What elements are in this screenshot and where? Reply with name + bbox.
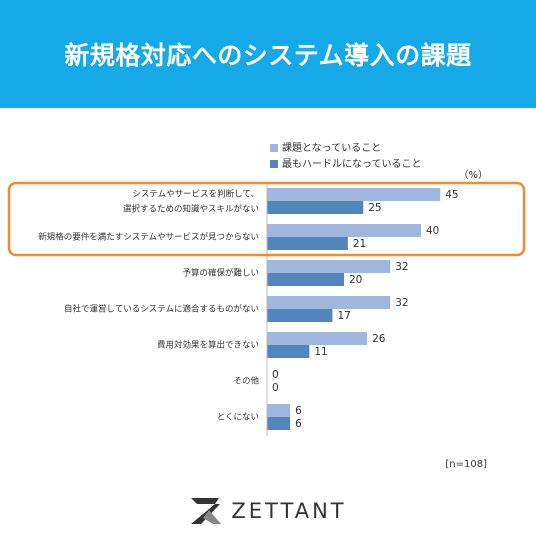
data-label: 20	[349, 274, 362, 286]
page-title: 新規格対応へのシステム導入の課題	[64, 41, 472, 70]
zettant-logo-icon	[191, 498, 222, 524]
bar	[267, 345, 310, 358]
header-banner: 新規格対応へのシステム導入の課題	[0, 0, 536, 108]
category-label: とくにない	[217, 413, 259, 423]
bar	[267, 404, 291, 417]
unit-label: （%）	[458, 169, 488, 181]
data-label: 17	[337, 310, 350, 322]
bar	[267, 417, 291, 430]
bar	[267, 201, 364, 214]
sample-size-label: [n=108]	[445, 459, 487, 470]
bar	[267, 332, 368, 345]
legend-label: 最もハードルになっていること	[282, 158, 422, 170]
legend-swatch	[270, 160, 278, 168]
data-label: 32	[395, 297, 408, 309]
bar	[267, 224, 421, 237]
bar	[267, 237, 348, 250]
bar	[267, 296, 391, 309]
brand-logo: ZETTANT	[0, 494, 536, 528]
category-label: その他	[233, 376, 259, 387]
data-label: 11	[314, 346, 327, 358]
legend-swatch	[270, 144, 278, 152]
data-label: 6	[295, 405, 302, 417]
category-label: 新規格の要件を満たすシステムやサービスが見つからない	[38, 232, 259, 243]
bar	[267, 188, 441, 201]
data-label: 45	[445, 189, 458, 201]
data-label: 21	[353, 238, 366, 250]
chart-panel: 課題となっていること最もハードルになっていること （%） 45 25 システムやサービス…	[0, 108, 536, 536]
category-label: システムやサービスを判断して、	[132, 189, 259, 200]
data-label: 0	[272, 382, 279, 394]
data-label: 6	[295, 418, 302, 430]
highlight-box	[7, 181, 526, 257]
data-label: 0	[272, 369, 279, 381]
category-label: 選択するための知識やスキルがない	[123, 204, 259, 215]
bar	[267, 273, 344, 286]
data-label: 40	[426, 225, 439, 237]
data-label: 25	[368, 202, 381, 214]
data-label: 26	[372, 333, 386, 345]
bar	[267, 260, 391, 273]
brand-name: ZETTANT	[231, 499, 347, 523]
category-label: 予算の確保が難しい	[182, 268, 259, 279]
legend-label: 課題となっていること	[282, 141, 381, 154]
category-label: 費用対効果を算出できない	[157, 340, 259, 351]
category-label: 自社で運営しているシステムに適合するものがない	[64, 304, 259, 315]
data-label: 32	[395, 261, 408, 273]
bar	[267, 309, 333, 322]
